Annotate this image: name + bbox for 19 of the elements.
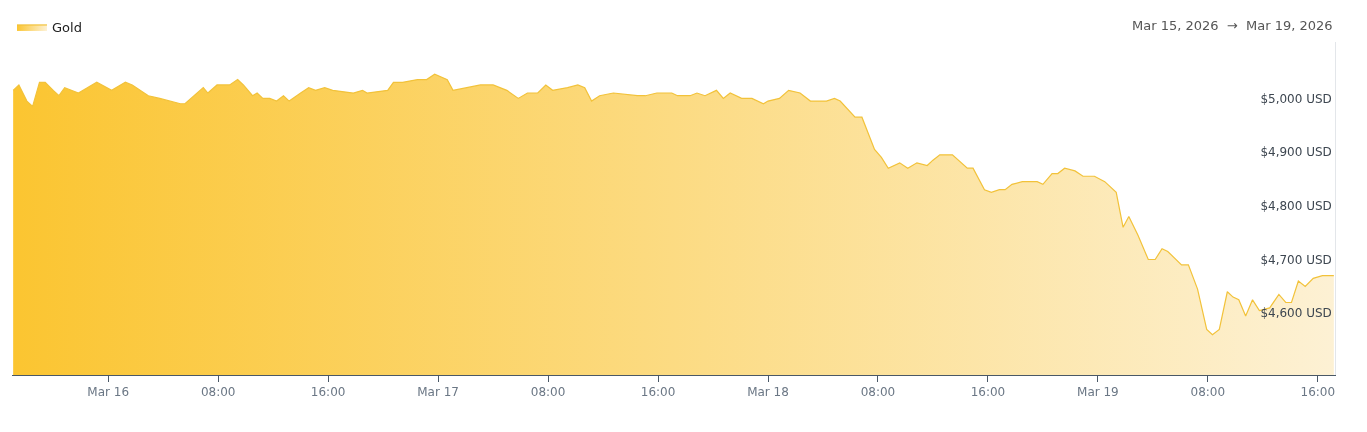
y-tick-label: $4,600 USD xyxy=(1260,306,1332,321)
legend-label: Gold xyxy=(52,20,82,36)
text: Mar 15, 2026 → Mar 19, 2026 xyxy=(1132,18,1333,33)
x-tick-label: 16:00 xyxy=(310,385,346,400)
x-tick-label: 08:00 xyxy=(860,385,896,400)
x-tick-label: Mar 16 xyxy=(87,385,130,400)
x-tick-label: Mar 18 xyxy=(747,385,789,400)
x-tick-label: 08:00 xyxy=(530,385,566,400)
y-tick-label: $4,800 USD xyxy=(1260,199,1332,214)
x-tick-label: 16:00 xyxy=(640,385,676,400)
x-tick-label: Mar 19 xyxy=(1077,385,1119,400)
x-tick-label: 16:00 xyxy=(1300,385,1336,400)
y-tick-label: $5,000 USD xyxy=(1260,91,1332,106)
y-tick-label: $4,900 USD xyxy=(1260,145,1332,160)
y-tick-label: $4,700 USD xyxy=(1260,252,1332,267)
x-tick-label: 08:00 xyxy=(1190,385,1226,400)
x-tick-label: 16:00 xyxy=(970,385,1006,400)
x-tick-label: 08:00 xyxy=(200,385,236,400)
x-tick-label: Mar 17 xyxy=(417,385,459,400)
